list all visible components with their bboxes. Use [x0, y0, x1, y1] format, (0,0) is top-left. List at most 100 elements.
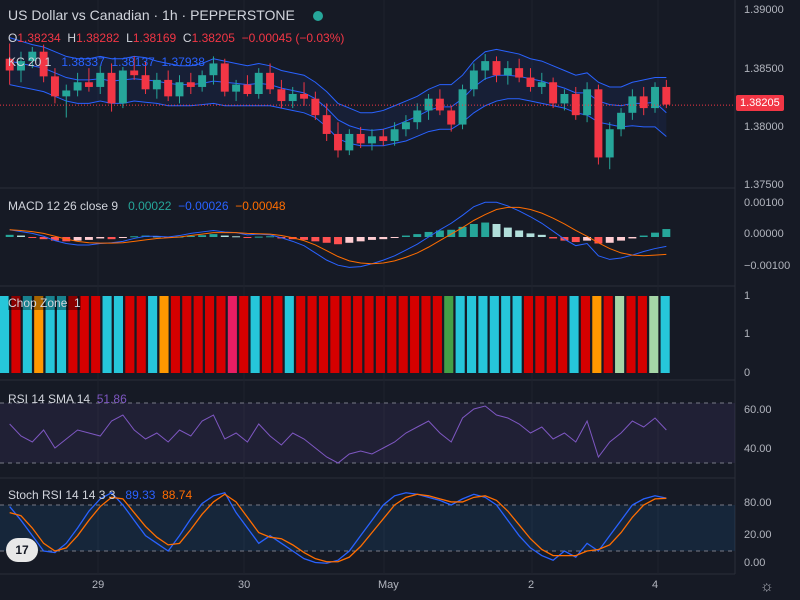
macd-histogram-bar — [651, 232, 659, 237]
price-tick: 1.39000 — [744, 4, 784, 16]
chop-zone-bar — [261, 296, 272, 373]
macd-histogram-bar — [334, 237, 342, 245]
time-tick: 2 — [528, 579, 535, 591]
macd-histogram-bar — [198, 235, 207, 237]
signal-line — [9, 206, 667, 265]
candle-body — [243, 84, 252, 94]
candle-body — [628, 96, 637, 113]
macd-histogram-bar — [515, 230, 524, 237]
macd-histogram-bar — [356, 237, 365, 242]
macd-legend[interactable]: MACD 12 26 close 9 0.00022 −0.00026 −0.0… — [8, 199, 286, 213]
chop-zone-bar — [159, 296, 169, 373]
chop-zone-bar — [91, 296, 101, 373]
candle-body — [639, 96, 648, 109]
chop-zone-bar — [34, 296, 44, 373]
symbol-title-text: US Dollar vs Canadian · 1h · PEPPERSTONE — [8, 7, 295, 23]
stoch-tick: 0.00 — [744, 557, 766, 569]
chop-zone-bar — [615, 296, 625, 373]
rsi-line — [9, 405, 667, 464]
macd-histogram-bar — [300, 237, 308, 240]
rsi-legend[interactable]: RSI 14 SMA 14 51.86 — [8, 392, 127, 406]
macd-tick: −0.00100 — [744, 260, 791, 272]
chop-zone-bar — [102, 296, 112, 373]
chop-zone-bar — [375, 296, 385, 373]
candle-body — [118, 70, 127, 104]
candle-body — [368, 136, 376, 144]
symbol-title[interactable]: US Dollar vs Canadian · 1h · PEPPERSTONE — [8, 7, 323, 23]
chop-zone-bar — [398, 296, 408, 373]
candle-body — [39, 51, 48, 77]
chop-zone-bar — [330, 296, 340, 373]
stoch-band-fill — [0, 505, 735, 551]
chop-zone-bar — [421, 296, 431, 373]
price-tick: 1.38000 — [744, 121, 784, 133]
candle-body — [28, 51, 37, 62]
kc-legend[interactable]: KC 20 1 1.38337 1.38137 1.37938 — [8, 55, 205, 69]
tradingview-logo-icon[interactable]: 17 — [6, 538, 38, 562]
time-tick: May — [378, 579, 399, 591]
candle-body — [311, 98, 320, 116]
chop-zone-bar — [273, 296, 283, 373]
candle-body — [164, 79, 173, 97]
chop-zone-bar — [56, 296, 67, 373]
market-status-icon — [312, 11, 323, 21]
macd-histogram-bar — [209, 234, 218, 237]
macd-histogram-bar — [617, 237, 626, 241]
stoch-rsi-legend[interactable]: Stoch RSI 14 14 3 3 89.33 88.74 — [8, 488, 193, 502]
candle-body — [17, 61, 25, 71]
candle-body — [62, 90, 71, 97]
chop-zone-bar — [307, 296, 317, 373]
macd-histogram-bar — [424, 231, 433, 237]
ohlc-legend: O1.38234 H1.38282 L1.38169 C1.38205 −0.0… — [8, 31, 345, 45]
chop-zone-bar — [546, 296, 556, 373]
candle-body — [107, 72, 116, 104]
candle-body — [401, 122, 410, 130]
chop-zone-bar — [387, 296, 397, 373]
candle-body — [50, 76, 59, 97]
time-tick: 30 — [238, 579, 251, 591]
candle-body — [96, 72, 105, 87]
macd-histogram-bar — [628, 237, 637, 239]
rsi-tick: 60.00 — [744, 404, 772, 416]
candle-body — [390, 129, 399, 141]
candle-body — [594, 89, 603, 158]
candle-body — [152, 79, 161, 90]
macd-histogram-bar — [458, 226, 467, 237]
macd-histogram-bar — [266, 236, 275, 238]
stoch-k-line — [9, 491, 667, 564]
macd-histogram-bar — [537, 234, 546, 237]
chop-zone-bar — [45, 296, 55, 373]
macd-tick: 0.00100 — [744, 197, 784, 209]
candle-body — [583, 89, 592, 116]
settings-gear-icon[interactable]: ☼ — [760, 578, 774, 595]
candle-body — [537, 82, 546, 87]
macd-histogram-bar — [583, 237, 592, 241]
rsi-band-fill — [0, 403, 735, 463]
macd-histogram-bar — [662, 229, 671, 237]
kc-basis-value: 1.38137 — [111, 55, 155, 69]
candle-body — [266, 72, 275, 90]
chop-zone-bar — [113, 296, 124, 373]
candle-body — [458, 89, 467, 125]
candle-body — [549, 82, 558, 104]
macd-histogram-bar — [5, 234, 14, 237]
macd-histogram-bar — [413, 234, 422, 237]
rsi-tick: 40.00 — [744, 443, 772, 455]
time-tick: 4 — [652, 579, 659, 591]
chop-zone-bar — [569, 296, 579, 373]
macd-histogram-bar — [345, 237, 354, 243]
candle-body — [605, 129, 614, 158]
candle-body — [209, 63, 218, 76]
chop-zone-bar — [318, 296, 329, 373]
chop-zone-bar — [284, 296, 294, 373]
chop-zone-bar — [227, 296, 237, 373]
stoch-tick: 20.00 — [744, 529, 772, 541]
chop-zone-legend[interactable]: Chop Zone 1 — [8, 296, 81, 310]
macd-histogram-bar — [130, 236, 139, 238]
candle-body — [130, 70, 139, 76]
chop-zone-bar — [22, 296, 32, 373]
macd-histogram-bar — [107, 237, 116, 240]
chop-zone-bar — [512, 296, 522, 373]
chop-zone-bar — [626, 296, 636, 373]
